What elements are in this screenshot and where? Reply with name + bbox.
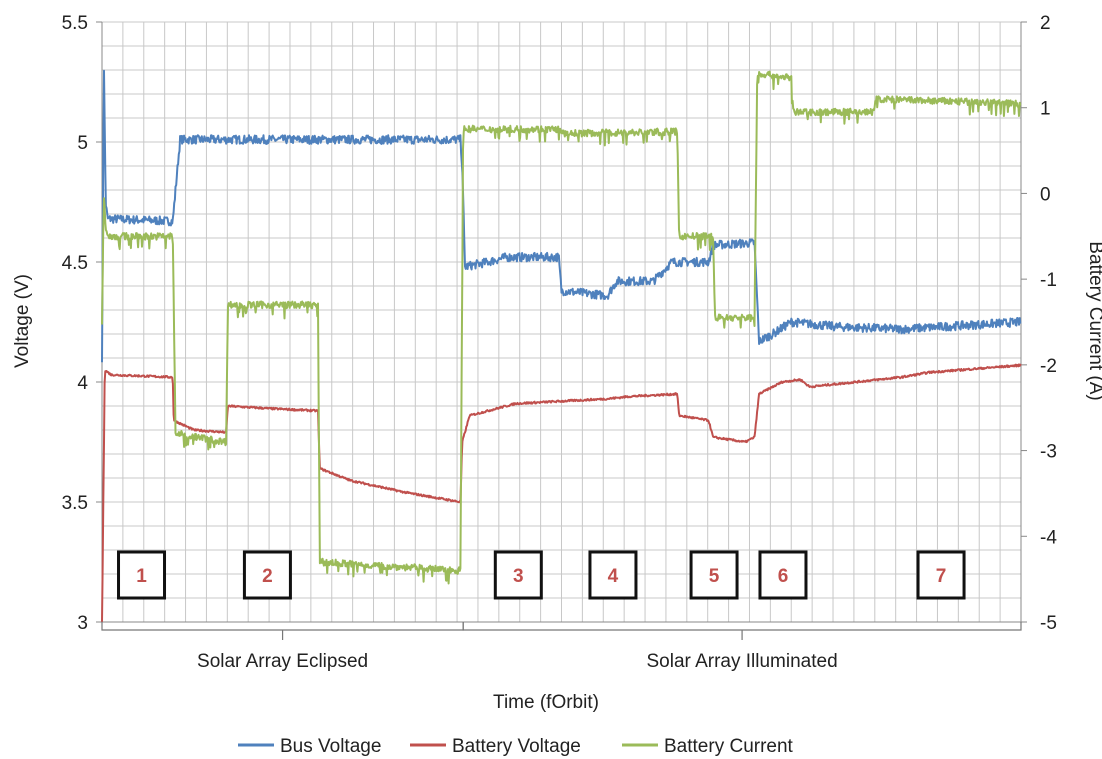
phase-label: 7 — [936, 566, 947, 587]
phase-box — [493, 550, 543, 600]
y2-tick-label: 1 — [1040, 99, 1051, 120]
y2-tick-label: -4 — [1040, 527, 1057, 548]
phase-label: 6 — [778, 566, 789, 587]
y-tick-label: 5.5 — [62, 13, 88, 34]
y2-tick-label: 0 — [1040, 184, 1051, 205]
grid — [101, 21, 1022, 623]
phase-markers: 1 2 3 4 5 6 7 — [117, 550, 966, 600]
phase-label: 2 — [262, 566, 273, 587]
phase-box — [588, 550, 638, 600]
x-axis-title: Time (fOrbit) — [493, 692, 599, 713]
bracket-label: Solar Array Eclipsed — [197, 651, 368, 672]
phase-box — [758, 550, 808, 600]
y-axis-title: Voltage (V) — [12, 274, 33, 368]
phase-box — [689, 550, 739, 600]
x-brackets: Solar Array Eclipsed Solar Array Illumina… — [101, 622, 1022, 672]
y-tick-label: 3 — [77, 613, 88, 634]
y-tick-label: 4.5 — [62, 253, 88, 274]
legend: Bus Voltage Battery Voltage Battery Curren… — [238, 736, 794, 757]
series-line-battery-voltage — [101, 363, 1022, 622]
y-tick-label: 4 — [77, 373, 88, 394]
y2-tick-label: -1 — [1040, 270, 1057, 291]
legend-entry: Battery Current — [664, 736, 794, 757]
y-tick-label: 3.5 — [62, 493, 88, 514]
bracket-label: Solar Array Illuminated — [647, 651, 838, 672]
y-tick-label: 5 — [77, 133, 88, 154]
series-line-bus-voltage — [101, 69, 1022, 363]
phase-box — [916, 550, 966, 600]
bracket-line — [101, 622, 464, 640]
axes: 3 3.5 4 4.5 5 5.5 -5 -4 -3 -2 -1 0 1 2 — [62, 13, 1058, 634]
bracket-line — [462, 622, 1022, 640]
y2-tick-label: -3 — [1040, 442, 1057, 463]
phase-label: 5 — [709, 566, 720, 587]
series-line-battery-current — [101, 70, 1022, 585]
y2-tick-label: 2 — [1040, 13, 1051, 34]
y2-tick-label: -5 — [1040, 613, 1057, 634]
phase-label: 4 — [608, 566, 619, 587]
legend-entry: Bus Voltage — [280, 736, 381, 757]
phase-box — [242, 550, 292, 600]
phase-label: 3 — [513, 566, 524, 587]
phase-label: 1 — [136, 566, 147, 587]
legend-entry: Battery Voltage — [452, 736, 581, 757]
phase-box — [117, 550, 167, 600]
y2-tick-label: -2 — [1040, 356, 1057, 377]
y2-axis-title: Battery Current (A) — [1085, 241, 1102, 400]
series-layer — [101, 69, 1022, 622]
